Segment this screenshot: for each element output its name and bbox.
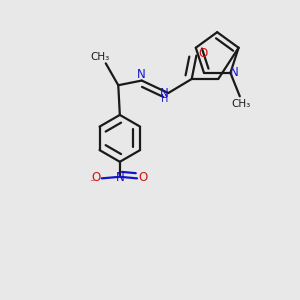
Text: CH₃: CH₃ — [90, 52, 109, 62]
Text: CH₃: CH₃ — [232, 99, 251, 109]
Text: O: O — [92, 171, 101, 184]
Text: N: N — [160, 86, 169, 100]
Text: H: H — [160, 94, 168, 104]
Text: ⁻: ⁻ — [89, 178, 94, 188]
Text: O: O — [199, 46, 208, 59]
Text: N: N — [230, 66, 239, 80]
Text: O: O — [138, 171, 147, 184]
Text: N: N — [116, 171, 124, 184]
Text: N: N — [137, 68, 146, 81]
